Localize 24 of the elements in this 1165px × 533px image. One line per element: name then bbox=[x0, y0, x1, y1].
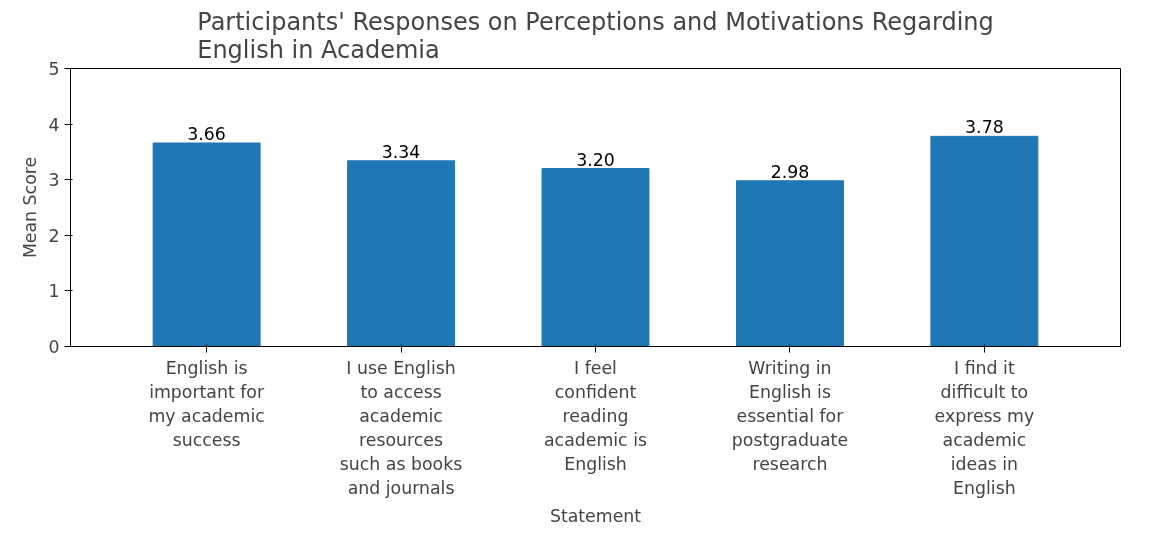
y-axis-title: Mean Score bbox=[20, 156, 41, 259]
bar bbox=[152, 142, 261, 347]
data-label: 2.98 bbox=[770, 161, 810, 182]
x-tick-label: I find it difficult to express my academic ideas in English bbox=[934, 357, 1035, 498]
bar bbox=[541, 168, 650, 347]
data-label: 3.78 bbox=[965, 117, 1004, 138]
x-tick-label: English is important for my academic success bbox=[148, 357, 265, 450]
x-tick-label: I feel confident reading academic is English bbox=[544, 357, 647, 474]
chart-title: Participants' Responses on Perceptions and Motivations Regarding English in Academia bbox=[197, 7, 994, 64]
y-tick-label: 3 bbox=[48, 170, 60, 191]
data-label: 3.34 bbox=[381, 141, 421, 162]
y-tick-label: 1 bbox=[48, 281, 60, 302]
x-tick-label: Writing in English is essential for postgraduate research bbox=[731, 357, 849, 474]
x-tick-label: I use English to access academic resources such as books and journals bbox=[339, 357, 463, 498]
y-tick-label: 0 bbox=[48, 337, 60, 357]
bar bbox=[930, 135, 1039, 347]
y-tick-label: 4 bbox=[48, 114, 60, 135]
data-label: 3.20 bbox=[576, 149, 615, 170]
data-label: 3.66 bbox=[187, 124, 226, 144]
y-tick-label: 5 bbox=[48, 59, 60, 79]
y-tick-label: 2 bbox=[48, 225, 60, 246]
bar bbox=[735, 180, 844, 347]
bar bbox=[347, 160, 456, 347]
x-axis-title: Statement bbox=[549, 505, 642, 526]
